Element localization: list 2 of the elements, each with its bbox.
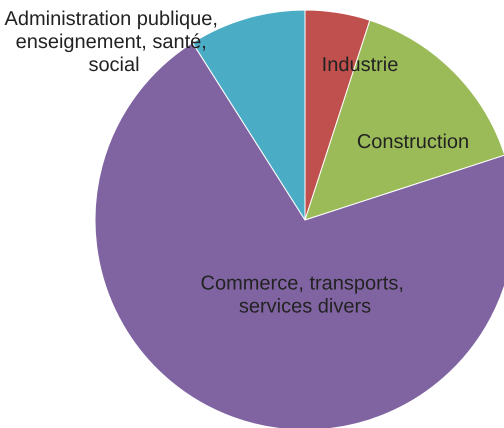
slice-label: Commerce, transports, services divers: [200, 272, 410, 318]
slice-label: Construction: [356, 131, 470, 153]
